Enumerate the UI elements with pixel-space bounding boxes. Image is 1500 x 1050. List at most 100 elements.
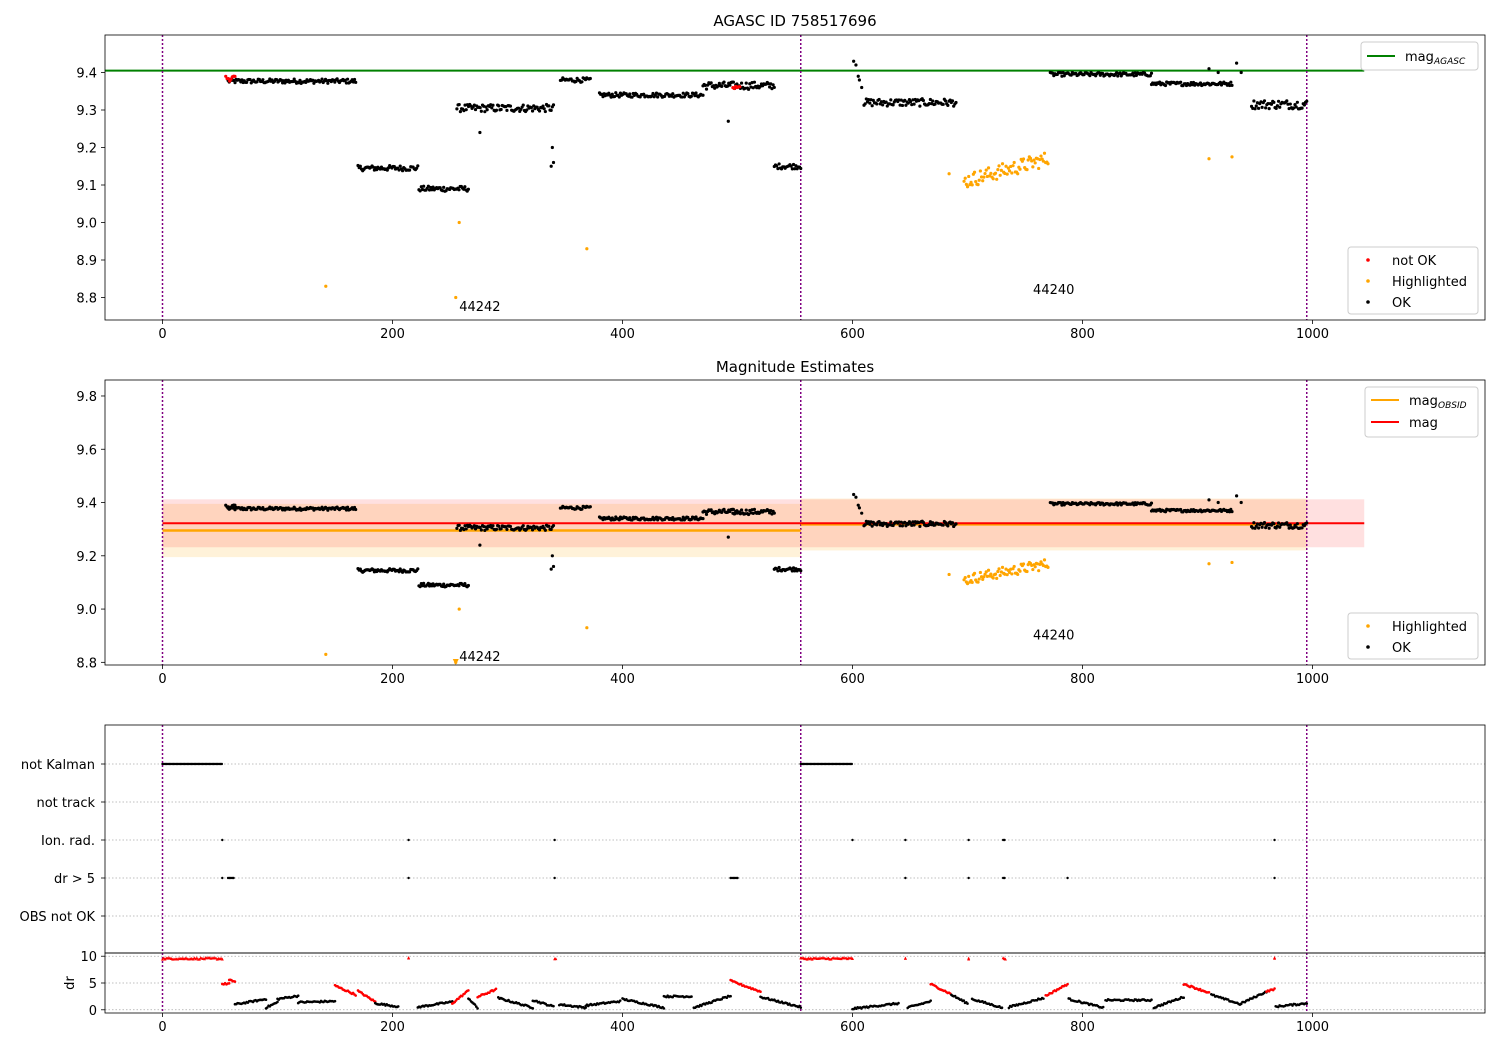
ok-point — [1252, 521, 1256, 525]
ok-point — [791, 566, 796, 570]
ok-point — [1288, 102, 1292, 106]
ok-point — [713, 86, 717, 90]
flag-row-label: not Kalman — [21, 758, 95, 773]
highlighted-point — [965, 582, 970, 586]
ok-point — [1295, 522, 1299, 526]
highlighted-point — [989, 572, 993, 576]
highlighted-point — [1230, 560, 1234, 565]
ok-point — [686, 92, 690, 96]
highlighted-point — [1011, 164, 1015, 168]
ok-point — [716, 84, 720, 88]
highlighted-point — [1032, 158, 1036, 162]
ok-point — [478, 106, 482, 110]
ok-point — [879, 100, 884, 104]
ok-point — [703, 510, 707, 514]
highlighted-point — [1039, 154, 1043, 158]
flag-event-point — [221, 838, 224, 842]
highlighted-point — [986, 166, 991, 170]
ok-point — [283, 81, 287, 85]
legend-label-subscript: OBSID — [1438, 401, 1467, 411]
dr-axis-label: dr — [63, 976, 78, 990]
dr-point — [962, 999, 966, 1002]
ok-point — [588, 76, 592, 81]
ok-point — [345, 505, 350, 509]
ok-point — [255, 80, 259, 84]
y-tick-label: 9.0 — [76, 217, 97, 232]
ok-point — [946, 103, 950, 107]
ok-point — [709, 508, 713, 512]
highlighted-point — [972, 571, 977, 575]
ok-point — [479, 109, 483, 113]
ok-point — [799, 166, 803, 171]
highlighted-point — [984, 168, 988, 172]
highlighted-point — [979, 575, 984, 579]
flag-row-label: OBS not OK — [20, 910, 96, 925]
dr-point — [729, 994, 732, 998]
x-tick-label: 400 — [610, 672, 635, 687]
ok-point — [927, 523, 931, 527]
chart-title: Magnitude Estimates — [716, 358, 874, 376]
y-tick-label: 9.6 — [76, 443, 97, 458]
dr-point — [1150, 998, 1153, 1002]
flag-event-point — [967, 876, 970, 880]
ok-point — [320, 77, 324, 81]
y-tick-label: 9.1 — [76, 179, 97, 194]
ok-point — [772, 85, 776, 90]
ok-point — [694, 91, 698, 95]
flag-row-label: dr > 5 — [54, 872, 95, 887]
ok-point — [1269, 102, 1274, 106]
ok-point — [1262, 99, 1267, 103]
ok-point — [1285, 99, 1289, 103]
legend-label: OK — [1392, 296, 1411, 311]
x-tick-label: 600 — [840, 672, 865, 687]
ok-point — [1295, 100, 1299, 104]
ok-point — [485, 108, 489, 112]
ok-point — [614, 91, 618, 95]
ok-point — [431, 185, 435, 189]
legend-label: Highlighted — [1392, 620, 1467, 635]
ok-point — [1235, 61, 1239, 65]
legend-point-swatch — [1366, 645, 1370, 649]
highlighted-point — [996, 569, 1000, 574]
x-tick-label: 0 — [158, 327, 166, 342]
dr-clipped-marker — [967, 957, 971, 961]
highlighted-point — [947, 172, 951, 176]
ok-point — [642, 92, 646, 96]
ok-point — [549, 527, 553, 532]
ok-point — [722, 507, 726, 511]
ok-point — [1253, 107, 1257, 111]
dr-point — [264, 998, 268, 1001]
ok-point — [744, 81, 748, 85]
ok-point — [494, 527, 499, 531]
flag-event-point — [221, 876, 224, 880]
ok-point — [494, 108, 499, 112]
highlighted-point — [1004, 164, 1008, 168]
highlighted-point — [963, 176, 967, 180]
ok-point — [1179, 80, 1183, 84]
ok-point — [1088, 74, 1092, 78]
flag-event-point — [407, 876, 410, 880]
x-tick-label: 600 — [840, 327, 865, 342]
ok-point — [877, 520, 881, 524]
ok-point — [537, 528, 542, 532]
flag-event-point — [1003, 876, 1006, 880]
ok-point — [422, 184, 426, 188]
ok-point — [720, 84, 724, 88]
ok-point — [358, 164, 362, 168]
ok-point — [933, 102, 937, 106]
ok-point — [766, 82, 771, 86]
ok-point — [889, 98, 893, 102]
ok-point — [1300, 106, 1304, 110]
ok-point — [752, 80, 757, 84]
highlighted-point — [999, 570, 1003, 574]
ok-point — [791, 162, 796, 167]
ok-point — [918, 524, 922, 528]
highlighted-point — [979, 175, 984, 179]
ok-point — [1163, 83, 1168, 88]
ok-point — [1198, 81, 1203, 85]
highlighted-point — [976, 183, 980, 187]
ok-point — [551, 564, 556, 569]
ok-point — [1254, 104, 1258, 108]
ok-point — [440, 584, 445, 589]
ok-point — [863, 523, 867, 527]
